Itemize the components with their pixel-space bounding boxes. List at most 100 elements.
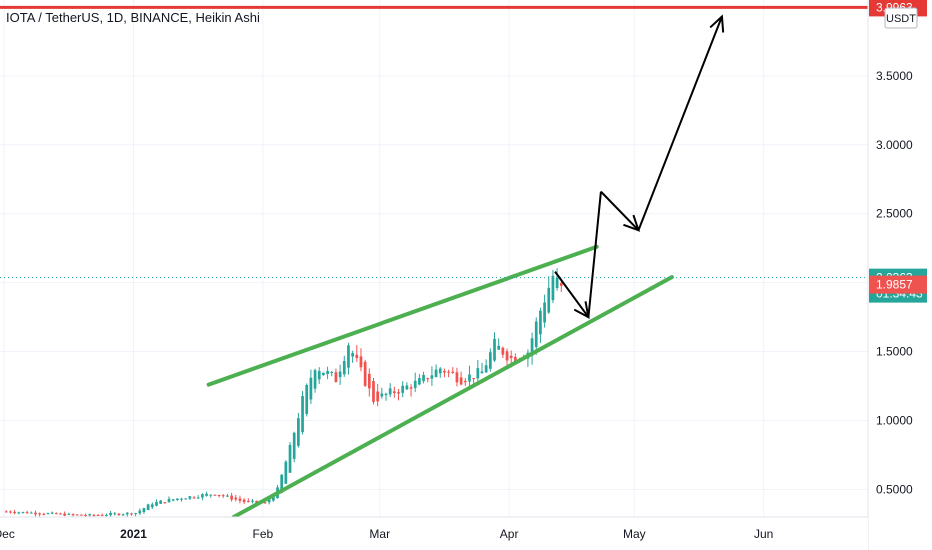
price-axis: 0.50001.00001.50002.00002.50003.00003.50… <box>867 0 932 550</box>
candle-series <box>4 268 563 518</box>
arrowhead <box>709 14 725 33</box>
candle-body <box>280 474 284 493</box>
candle-body <box>376 391 380 402</box>
candle-body <box>25 512 29 514</box>
candle-body <box>430 375 434 379</box>
projection-segment <box>600 190 640 231</box>
candle-body <box>230 495 233 500</box>
chart-grid <box>0 0 868 517</box>
candle-body <box>205 493 208 496</box>
candle-body <box>488 352 492 369</box>
unit-label: USDT <box>886 13 916 25</box>
candle-body <box>84 515 87 517</box>
candle-body <box>514 356 517 362</box>
candle-body <box>334 372 338 383</box>
y-tick-label: 3.0000 <box>876 138 913 152</box>
trendline-upper <box>206 244 599 387</box>
candle-body <box>413 380 417 389</box>
y-tick-label: 1.5000 <box>876 345 913 359</box>
candle-body <box>384 393 388 395</box>
candle-body <box>480 371 484 374</box>
time-axis-bg <box>0 517 868 550</box>
candle-body <box>226 495 229 497</box>
candle-body <box>146 504 150 511</box>
candle-body <box>163 502 167 504</box>
candle-body <box>447 371 450 373</box>
x-tick-label: 2021 <box>120 527 147 541</box>
candle-body <box>326 370 329 374</box>
candle-body <box>17 512 21 514</box>
candle-body <box>367 373 371 389</box>
candle-body <box>180 498 183 500</box>
candle-body <box>50 512 54 514</box>
candle-body <box>438 368 442 374</box>
x-tick-label: Dec <box>0 527 15 541</box>
candle-body <box>317 370 321 380</box>
price-levels <box>0 5 868 279</box>
y-tick-label: 3.5000 <box>876 69 913 83</box>
candle-body <box>338 371 342 378</box>
candle-body <box>138 510 142 514</box>
candle-body <box>184 498 188 500</box>
candle-body <box>539 310 542 335</box>
candle-body <box>501 347 505 355</box>
candle-body <box>175 498 179 500</box>
candle-body <box>463 380 467 383</box>
candle-body <box>88 514 92 516</box>
candle-body <box>271 495 275 501</box>
projection-segment <box>554 271 590 318</box>
candle-body <box>38 513 42 515</box>
candle-body <box>372 381 375 402</box>
y-tick-label: 0.5000 <box>876 482 913 496</box>
candle-body <box>455 372 459 383</box>
price-badge-marker: 1.9857 <box>869 275 927 294</box>
candle-body <box>493 338 496 361</box>
candle-body <box>113 513 117 515</box>
candle-body <box>443 370 446 373</box>
unit-badge[interactable]: USDT <box>884 7 918 29</box>
candle-body <box>309 377 313 400</box>
candle-body <box>505 351 509 361</box>
candle-body <box>297 418 300 446</box>
candle-body <box>171 499 175 501</box>
y-tick-label: 1.0000 <box>876 413 913 427</box>
candle-body <box>342 360 346 375</box>
candle-body <box>196 497 200 499</box>
candle-body <box>29 512 33 514</box>
candle-body <box>397 392 400 394</box>
candle-body <box>388 388 392 395</box>
x-tick-label: Feb <box>253 527 274 541</box>
candle-body <box>234 497 238 500</box>
candle-body <box>92 514 96 516</box>
candle-body <box>80 514 83 516</box>
candle-body <box>468 374 471 382</box>
candle-body <box>555 277 559 288</box>
projection-segment <box>587 191 602 318</box>
candle-body <box>67 513 71 515</box>
candle-body <box>305 384 309 414</box>
candle-body <box>105 515 108 517</box>
candle-body <box>75 514 79 516</box>
candle-body <box>509 355 513 359</box>
candle-body <box>547 287 551 313</box>
candle-body <box>142 508 146 513</box>
trendlines <box>206 244 674 519</box>
candle-body <box>288 445 292 473</box>
candle-body <box>155 501 158 506</box>
candle-body <box>497 345 501 350</box>
candle-body <box>409 387 413 389</box>
candle-body <box>201 494 204 498</box>
candle-body <box>54 513 58 515</box>
candle-body <box>434 369 438 377</box>
x-tick-label: Jun <box>754 527 773 541</box>
price-badge-bg <box>869 275 927 294</box>
candle-body <box>313 370 317 389</box>
candle-body <box>159 500 163 504</box>
projection-arrows <box>554 14 725 319</box>
candle-body <box>476 368 480 379</box>
candle-body <box>9 511 12 513</box>
candle-body <box>301 395 304 433</box>
time-axis: Dec 2021 Feb Mar Apr May Jun <box>0 516 868 550</box>
candle-body <box>46 513 50 515</box>
